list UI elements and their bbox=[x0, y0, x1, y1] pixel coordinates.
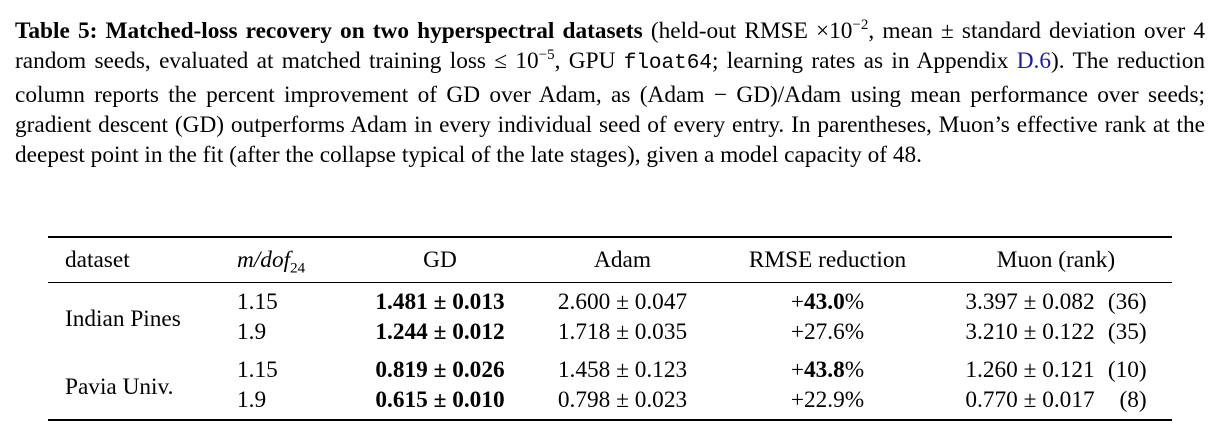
caption-text: , GPU bbox=[554, 48, 624, 75]
exponent: −5 bbox=[538, 47, 555, 64]
column-header: m/dof24 bbox=[220, 237, 350, 283]
gd-value: 0.819 ± 0.026 bbox=[375, 356, 505, 383]
muon-rank: (36) bbox=[1107, 288, 1147, 315]
muon-value: 3.397 ± 0.082 bbox=[965, 288, 1095, 315]
reduction-value: 43.0 bbox=[803, 288, 845, 315]
column-header-text: Adam bbox=[594, 246, 651, 273]
reduction-cell: +43.8% bbox=[715, 351, 940, 385]
column-header-text: GD bbox=[423, 246, 457, 273]
ratio: 1.15 bbox=[237, 288, 278, 315]
column-header: Adam bbox=[530, 237, 715, 283]
caption: Table 5: Matched-loss recovery on two hy… bbox=[15, 16, 1205, 170]
ratio-cell: 1.15 bbox=[220, 351, 350, 385]
gd-cell: 0.615 ± 0.010 bbox=[350, 385, 530, 420]
muon-cell: 3.397 ± 0.082 (36) bbox=[940, 283, 1172, 318]
gd-value: 1.244 ± 0.012 bbox=[375, 318, 505, 345]
column-header: GD bbox=[350, 237, 530, 283]
exponent: −2 bbox=[852, 17, 869, 34]
dataset-cell: Pavia Univ. bbox=[48, 351, 220, 420]
reduction-value: 27.6 bbox=[803, 318, 845, 345]
ratio-cell: 1.9 bbox=[220, 317, 350, 351]
dataset-name: Indian Pines bbox=[65, 305, 181, 332]
reduction-sign: + bbox=[790, 288, 804, 315]
column-header: Muon (rank) bbox=[940, 237, 1172, 283]
muon-value: 3.210 ± 0.122 bbox=[965, 318, 1095, 345]
caption-text: ; learning rates as in Appendix bbox=[711, 48, 1017, 75]
reduction-unit: % bbox=[844, 356, 865, 383]
reduction-value: 43.8 bbox=[803, 356, 845, 383]
adam-value: 1.718 ± 0.035 bbox=[557, 318, 688, 345]
ratio-cell: 1.9 bbox=[220, 385, 350, 420]
caption-text: , mean ± standard deviation over 4 rando… bbox=[15, 18, 1206, 75]
reduction-unit: % bbox=[844, 386, 865, 413]
reduction-sign: + bbox=[790, 318, 804, 345]
reduction-sign: + bbox=[790, 386, 804, 413]
dataset-cell: Indian Pines bbox=[48, 283, 220, 352]
muon-value: 1.260 ± 0.121 bbox=[965, 356, 1095, 383]
subscript: 24 bbox=[290, 260, 306, 277]
muon-cell: 3.210 ± 0.122 (35) bbox=[940, 317, 1172, 351]
reduction-cell: +22.9% bbox=[715, 385, 940, 420]
results-table: dataset m/dof24 GD Adam RMSE reduction Muon (… bbox=[48, 236, 1172, 421]
muon-cell: 1.260 ± 0.121 (10) bbox=[940, 351, 1172, 385]
appendix-link[interactable]: D.6 bbox=[1016, 48, 1052, 75]
caption-text: ). The reduction column reports the perc… bbox=[15, 48, 1205, 169]
adam-value: 2.600 ± 0.047 bbox=[557, 288, 688, 315]
ratio: 1.9 bbox=[237, 318, 267, 345]
ratio-cell: 1.15 bbox=[220, 283, 350, 318]
header-row: dataset m/dof24 GD Adam RMSE reduction Muon (… bbox=[48, 237, 1172, 283]
reduction-sign: + bbox=[790, 356, 804, 383]
column-header-text: m/dof bbox=[237, 246, 291, 273]
caption-text: (held-out RMSE ×10 bbox=[642, 18, 853, 44]
gd-cell: 0.819 ± 0.026 bbox=[350, 351, 530, 385]
column-header-text: Muon (rank) bbox=[996, 246, 1116, 273]
column-header-text: dataset bbox=[65, 246, 130, 273]
gd-cell: 1.244 ± 0.012 bbox=[350, 317, 530, 351]
gd-value: 0.615 ± 0.010 bbox=[375, 386, 505, 413]
code: float64 bbox=[623, 52, 712, 76]
table-row: 1.9 0.615 ± 0.010 0.798 ± 0.023 +22.9% 0.770… bbox=[48, 385, 1172, 420]
gd-cell: 1.481 ± 0.013 bbox=[350, 283, 530, 318]
reduction-unit: % bbox=[844, 288, 865, 315]
caption-title: Matched-loss recovery on two hyperspectr… bbox=[105, 18, 643, 44]
caption-label: Table 5: bbox=[15, 18, 98, 44]
ratio: 1.9 bbox=[237, 386, 267, 413]
adam-cell: 0.798 ± 0.023 bbox=[530, 385, 715, 420]
column-header-text: RMSE reduction bbox=[748, 246, 907, 273]
reduction-cell: +27.6% bbox=[715, 317, 940, 351]
table-row: 1.9 1.244 ± 0.012 1.718 ± 0.035 +27.6% 3.210… bbox=[48, 317, 1172, 351]
table-header: dataset m/dof24 GD Adam RMSE reduction Muon (… bbox=[48, 237, 1172, 283]
reduction-value: 22.9 bbox=[803, 386, 845, 413]
table-body: Indian Pines 1.15 1.481 ± 0.013 2.600 ± 0.0… bbox=[48, 283, 1172, 420]
adam-cell: 1.718 ± 0.035 bbox=[530, 317, 715, 351]
dataset-name: Pavia Univ. bbox=[65, 373, 174, 400]
muon-rank: (35) bbox=[1107, 318, 1147, 345]
reduction-unit: % bbox=[844, 318, 865, 345]
muon-rank: (8) bbox=[1119, 386, 1147, 413]
reduction-cell: +43.0% bbox=[715, 283, 940, 318]
table-row: Indian Pines 1.15 1.481 ± 0.013 2.600 ± 0.0… bbox=[48, 283, 1172, 332]
table-row: Pavia Univ. 1.15 0.819 ± 0.026 1.458 ± 0.12… bbox=[48, 351, 1172, 400]
gd-value: 1.481 ± 0.013 bbox=[375, 288, 505, 315]
ratio: 1.15 bbox=[237, 356, 278, 383]
column-header: RMSE reduction bbox=[715, 237, 940, 283]
muon-cell: 0.770 ± 0.017 (8) bbox=[940, 385, 1172, 420]
adam-cell: 1.458 ± 0.123 bbox=[530, 351, 715, 385]
muon-rank: (10) bbox=[1107, 356, 1147, 383]
adam-cell: 2.600 ± 0.047 bbox=[530, 283, 715, 318]
muon-value: 0.770 ± 0.017 bbox=[965, 386, 1095, 413]
adam-value: 1.458 ± 0.123 bbox=[557, 356, 688, 383]
adam-value: 0.798 ± 0.023 bbox=[557, 386, 688, 413]
column-header: dataset bbox=[48, 237, 220, 283]
